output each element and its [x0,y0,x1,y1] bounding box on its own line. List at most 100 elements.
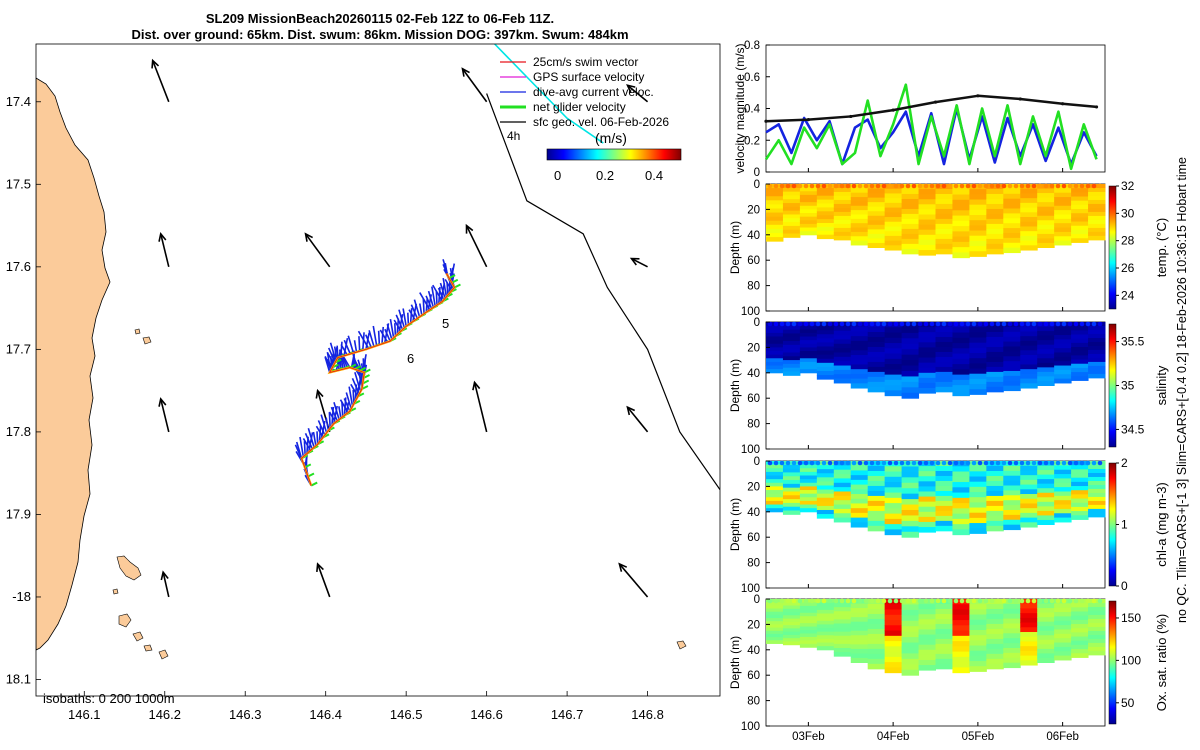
oxygen-surface-dot [839,598,845,604]
chla-surface-dot [851,460,857,466]
salinity-surface-dot [875,321,881,327]
velocity-geo-point [1018,97,1022,101]
salinity-cell [833,365,852,371]
chla-cell [986,500,1004,507]
salinity-cell [935,356,953,363]
oxygen-cell [935,638,953,645]
chla-cell [850,479,869,486]
chla-cell [986,525,1004,532]
temperature-surface-dot [863,183,869,189]
oxygen-cell [850,626,869,632]
salinity-cell [1020,373,1038,380]
salinity-surface-dot [905,321,911,327]
temperature-cell [901,193,920,200]
temperature-surface-dot [1007,183,1013,189]
chla-cell [935,475,953,482]
temperature-cell [918,239,936,246]
salinity-cell [1088,361,1106,367]
oxygen-ytick-label: 0 [754,594,760,606]
map-ytick-label: 17.4 [6,94,31,109]
oxygen-cell [816,606,835,611]
temperature-surface-dot [899,183,905,189]
oxygen-cell [1071,611,1089,617]
temperature-colorbar [1108,185,1117,310]
oxygen-cell [1071,653,1089,658]
salinity-cell [952,353,970,360]
oxygen-cell [952,651,970,658]
dive-vector [328,412,331,429]
oxygen-cell [1054,603,1072,609]
dive-vector [362,332,365,351]
chla-cell [986,485,1004,492]
oxygen-surface-dot [875,598,881,604]
oxygen-cell [1020,627,1038,633]
chla-cell [1003,480,1021,486]
isobaths-label: isobaths: 0 200 1000m [43,691,175,706]
chla-cell [969,497,987,503]
oxygen-cell [918,629,936,636]
temperature-cell [1054,201,1072,207]
oxygen-cell [901,642,920,649]
oxygen-cell [867,663,886,670]
velocity-ytick-label: 0.8 [744,40,760,52]
chla-cell [986,480,1004,487]
salinity-cell [833,326,852,332]
chla-cell [850,508,869,514]
map-xtick-label: 146.7 [551,707,584,722]
isobath-1000m-path [486,93,720,491]
chla-cell [918,466,936,472]
temperature-cell [867,233,886,239]
oxygen-cell [901,626,920,633]
salinity-cell [799,336,818,341]
velocity-geo-point [933,100,938,104]
chla-surface-dot [1013,460,1019,466]
chla-cell [1037,506,1055,512]
temperature-cell [986,213,1004,220]
oxygen-cbar-tick-label: 150 [1121,611,1141,625]
chla-cell [969,523,987,529]
salinity-surface-dot [863,321,869,327]
dive-vector [350,383,359,397]
oxygen-cell [935,603,953,610]
colorbar-tick-0.4: 0.4 [645,168,663,183]
oxygen-cell [782,602,801,607]
chla-cell [969,476,987,483]
temperature-cell [1037,229,1055,235]
salinity-cell [1088,369,1106,375]
temperature-cell [766,200,784,205]
salinity-cell [1003,356,1021,362]
temperature-ytick-label: 60 [747,255,760,267]
salinity-cell [1003,380,1021,387]
oxygen-cell [884,620,903,626]
dive-vector [357,359,365,379]
oxygen-cell [1088,610,1106,616]
temperature-cell [816,187,835,193]
salinity-cell [1037,331,1055,337]
dive-vector [386,323,393,340]
temperature-cell [935,248,953,255]
salinity-cell [799,322,818,327]
chla-cell [901,520,920,527]
salinity-cell [1054,352,1072,358]
oxygen-cell [1003,652,1021,659]
temperature-cell [1054,236,1072,242]
chla-cell [782,464,801,470]
temperature-cell [1088,219,1106,225]
salinity-cell [1020,350,1038,356]
geo-vector-arrow-head [465,223,474,234]
chla-cell [1020,479,1038,486]
salinity-cell [969,389,987,395]
chla-surface-dot [1079,460,1085,466]
temperature-cell [766,212,784,218]
salinity-ytick-label: 0 [754,317,760,329]
map-xtick-label: 146.6 [470,707,503,722]
salinity-surface-dot [1001,321,1007,327]
oxygen-cell [867,618,886,625]
oxygen-surface-dot [779,598,785,604]
oxygen-cell [1037,644,1055,650]
salinity-cell [901,338,920,345]
chla-cell [901,482,920,489]
chla-cell [901,461,920,467]
oxygen-cell [850,635,869,641]
map-ytick-label: 18.1 [6,671,31,686]
